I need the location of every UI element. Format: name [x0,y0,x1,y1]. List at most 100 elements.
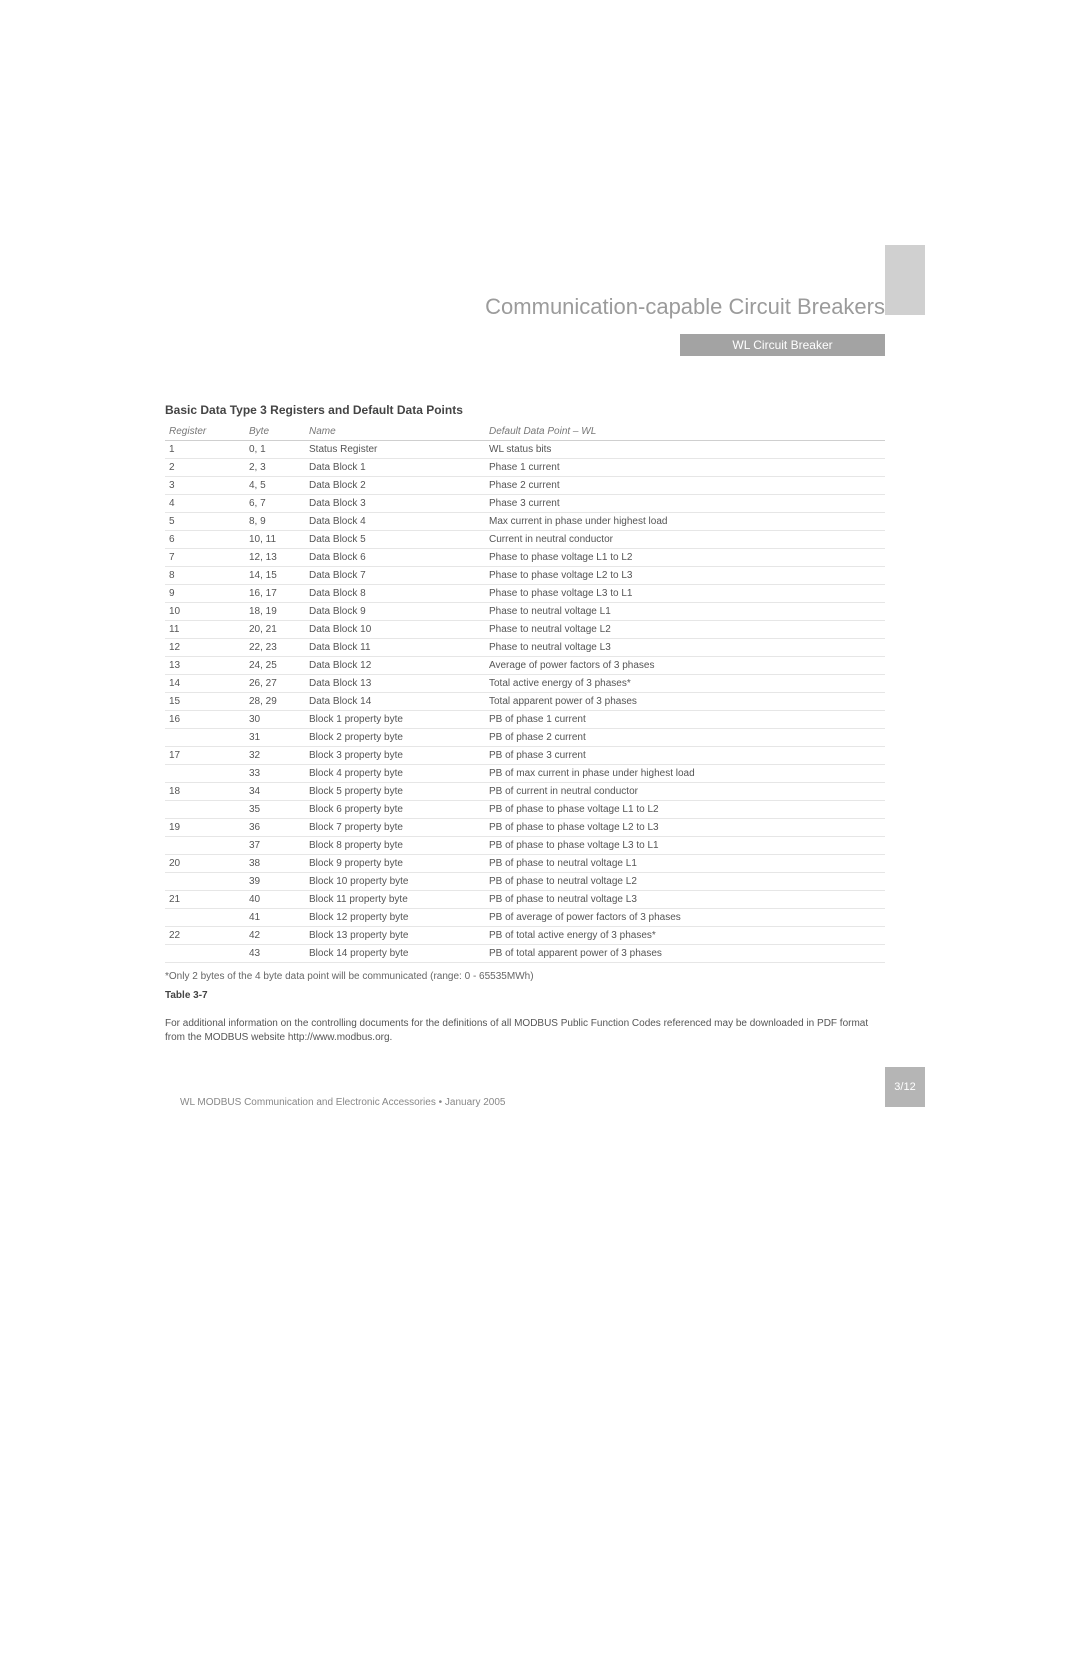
table-cell: Data Block 9 [305,603,485,621]
table-cell: 2, 3 [245,459,305,477]
table-cell: PB of phase to phase voltage L1 to L2 [485,801,885,819]
table-row: 1120, 21Data Block 10Phase to neutral vo… [165,621,885,639]
table-row: 1528, 29Data Block 14Total apparent powe… [165,693,885,711]
table-cell: Phase to neutral voltage L3 [485,639,885,657]
table-cell: Data Block 13 [305,675,485,693]
table-cell: Phase to neutral voltage L2 [485,621,885,639]
table-cell: 18 [165,783,245,801]
table-cell: Data Block 12 [305,657,485,675]
table-row: 1426, 27Data Block 13Total active energy… [165,675,885,693]
table-row: 35Block 6 property bytePB of phase to ph… [165,801,885,819]
table-cell: Total apparent power of 3 phases [485,693,885,711]
page-number: 3/12 [885,1067,925,1107]
info-paragraph: For additional information on the contro… [165,1017,885,1044]
table-cell: Average of power factors of 3 phases [485,657,885,675]
col-header-register: Register [165,423,245,441]
table-row: 1630Block 1 property bytePB of phase 1 c… [165,711,885,729]
table-cell [165,873,245,891]
table-cell: Max current in phase under highest load [485,513,885,531]
table-row: 58, 9Data Block 4Max current in phase un… [165,513,885,531]
table-cell: PB of average of power factors of 3 phas… [485,909,885,927]
table-row: 1732Block 3 property bytePB of phase 3 c… [165,747,885,765]
table-cell: Phase 1 current [485,459,885,477]
table-cell: 5 [165,513,245,531]
table-row: 34, 5Data Block 2Phase 2 current [165,477,885,495]
data-table: Register Byte Name Default Data Point – … [165,423,885,963]
table-cell: Block 5 property byte [305,783,485,801]
table-row: 1834Block 5 property bytePB of current i… [165,783,885,801]
table-cell: 13 [165,657,245,675]
col-header-default: Default Data Point – WL [485,423,885,441]
table-cell: 22 [165,927,245,945]
table-cell: Data Block 6 [305,549,485,567]
table-cell: PB of phase to neutral voltage L2 [485,873,885,891]
table-cell: Block 13 property byte [305,927,485,945]
table-cell: Block 6 property byte [305,801,485,819]
table-cell: 16 [165,711,245,729]
table-row: 2038Block 9 property bytePB of phase to … [165,855,885,873]
table-row: 610, 11Data Block 5Current in neutral co… [165,531,885,549]
side-tab [885,245,925,315]
table-row: 916, 17Data Block 8Phase to phase voltag… [165,585,885,603]
table-cell: PB of phase to phase voltage L3 to L1 [485,837,885,855]
table-cell: 19 [165,819,245,837]
table-cell: 21 [165,891,245,909]
table-cell: Data Block 11 [305,639,485,657]
table-cell: 6 [165,531,245,549]
table-cell [165,945,245,963]
table-cell: 0, 1 [245,441,305,459]
table-cell: Block 7 property byte [305,819,485,837]
table-cell: 14, 15 [245,567,305,585]
table-cell: 22, 23 [245,639,305,657]
table-cell: Block 9 property byte [305,855,485,873]
table-cell: Data Block 8 [305,585,485,603]
table-cell: 14 [165,675,245,693]
table-cell: 12 [165,639,245,657]
table-row: 37Block 8 property bytePB of phase to ph… [165,837,885,855]
col-header-byte: Byte [245,423,305,441]
col-header-name: Name [305,423,485,441]
table-cell: PB of phase 2 current [485,729,885,747]
table-cell: Block 12 property byte [305,909,485,927]
table-cell: PB of phase 1 current [485,711,885,729]
table-cell: 34 [245,783,305,801]
table-cell: 30 [245,711,305,729]
table-cell: 10 [165,603,245,621]
table-cell: Data Block 1 [305,459,485,477]
table-cell: 9 [165,585,245,603]
table-cell: Phase 3 current [485,495,885,513]
table-cell [165,729,245,747]
table-cell: Phase to phase voltage L2 to L3 [485,567,885,585]
table-cell: 3 [165,477,245,495]
table-row: 1222, 23Data Block 11Phase to neutral vo… [165,639,885,657]
table-title: Basic Data Type 3 Registers and Default … [165,403,885,417]
table-cell: 20 [165,855,245,873]
table-cell: Block 4 property byte [305,765,485,783]
table-cell: 16, 17 [245,585,305,603]
table-row: 33Block 4 property bytePB of max current… [165,765,885,783]
table-cell: 26, 27 [245,675,305,693]
table-cell: 43 [245,945,305,963]
table-cell: Data Block 14 [305,693,485,711]
table-cell [165,801,245,819]
table-cell: 39 [245,873,305,891]
table-cell: 28, 29 [245,693,305,711]
table-cell: Block 1 property byte [305,711,485,729]
table-cell: 41 [245,909,305,927]
table-cell: Block 3 property byte [305,747,485,765]
table-cell: PB of current in neutral conductor [485,783,885,801]
table-row: 41Block 12 property bytePB of average of… [165,909,885,927]
table-cell: 18, 19 [245,603,305,621]
table-cell: 7 [165,549,245,567]
table-cell: 33 [245,765,305,783]
table-cell: 8 [165,567,245,585]
table-cell: 36 [245,819,305,837]
table-cell: Data Block 3 [305,495,485,513]
table-cell: Block 8 property byte [305,837,485,855]
table-cell: 42 [245,927,305,945]
table-cell: Data Block 2 [305,477,485,495]
table-cell [165,765,245,783]
table-row: 22, 3Data Block 1Phase 1 current [165,459,885,477]
table-cell: 24, 25 [245,657,305,675]
table-cell: Phase to phase voltage L1 to L2 [485,549,885,567]
